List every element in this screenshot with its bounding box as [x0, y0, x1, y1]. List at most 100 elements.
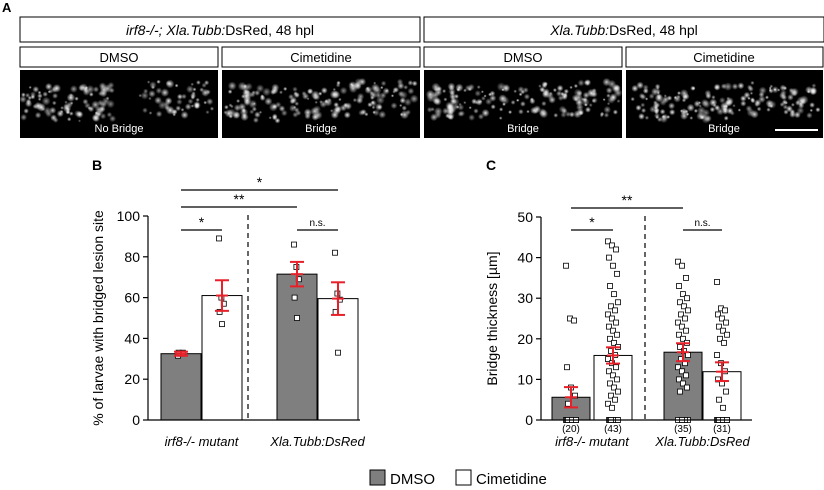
cell-1: [407, 87, 415, 95]
cell-0: [194, 103, 200, 110]
cell-1: [254, 111, 261, 118]
cell-0: [176, 93, 183, 100]
cell-2: [463, 88, 467, 93]
cell-1: [380, 85, 384, 90]
chart-c: (20) (43) (35) (31) 0 10 20 30 40 50 Bridge thickn…: [484, 192, 752, 449]
cell-3: [779, 91, 787, 100]
cell-0: [45, 110, 53, 118]
cell-3: [743, 91, 751, 99]
cell-3: [719, 97, 726, 104]
cell-0: [45, 82, 53, 91]
cell-1: [260, 94, 265, 99]
cell-0: [205, 110, 210, 115]
group-label: Xla.Tubb:DsRed: [654, 434, 750, 449]
cell-2: [538, 84, 542, 88]
cell-0: [155, 87, 163, 94]
cell-1: [301, 91, 307, 96]
cell-0: [142, 107, 148, 114]
data-point: [610, 372, 616, 379]
cell-2: [480, 90, 484, 94]
data-point: [610, 327, 616, 334]
cell-1: [401, 105, 407, 111]
cell-0: [156, 79, 161, 84]
cell-3: [810, 89, 817, 95]
condition-label-1: DMSO: [100, 50, 139, 65]
cell-2: [477, 113, 485, 120]
cell-2: [539, 109, 549, 119]
cell-2: [520, 101, 526, 107]
cell-1: [268, 116, 272, 120]
cell-2: [498, 94, 507, 103]
cell-0: [180, 107, 185, 112]
cell-1: [356, 92, 365, 101]
data-point: [723, 388, 729, 395]
cell-1: [371, 105, 376, 110]
cell-2: [612, 109, 619, 115]
cell-2: [529, 97, 534, 102]
cell-3: [782, 104, 789, 110]
data-point: [611, 384, 617, 391]
cell-3: [766, 107, 771, 112]
cell-2: [573, 83, 579, 89]
cell-2: [591, 97, 598, 104]
data-point: [609, 242, 615, 249]
cell-2: [468, 114, 476, 121]
cell-0: [75, 110, 84, 119]
data-point: [684, 384, 690, 391]
y-tick-label: 0: [525, 412, 533, 428]
cell-3: [698, 101, 702, 105]
cell-0: [83, 87, 89, 93]
n-label: (43): [604, 424, 622, 435]
cell-0: [34, 111, 42, 119]
cell-0: [28, 85, 32, 89]
cell-1: [339, 86, 348, 95]
data-point: [219, 321, 225, 328]
cell-1: [403, 84, 409, 90]
panel-b-label: B: [92, 157, 102, 173]
cell-2: [513, 89, 517, 94]
panel-a-label: A: [2, 0, 12, 15]
data-point: [715, 311, 721, 318]
data-point: [335, 349, 341, 356]
cell-3: [723, 115, 729, 121]
cell-2: [563, 88, 569, 95]
data-point: [714, 352, 720, 358]
cell-1: [227, 81, 237, 91]
cell-2: [609, 93, 618, 102]
cell-3: [809, 108, 813, 113]
cell-3: [731, 83, 739, 90]
data-point: [683, 372, 689, 379]
cell-0: [32, 86, 40, 93]
cell-2: [585, 106, 591, 113]
data-point: [291, 294, 298, 301]
cell-1: [352, 97, 358, 103]
cell-3: [750, 98, 756, 104]
cell-3: [693, 108, 699, 113]
data-point: [719, 315, 725, 322]
cell-1: [392, 90, 396, 94]
cell-1: [329, 90, 339, 99]
cell-3: [773, 88, 777, 92]
cell-3: [758, 95, 766, 104]
cell-2: [425, 89, 435, 99]
condition-label-2: Cimetidine: [290, 50, 351, 65]
cell-1: [399, 90, 408, 100]
cell-1: [314, 100, 318, 105]
cell-1: [390, 94, 395, 98]
cell-0: [157, 100, 167, 110]
cell-0: [172, 112, 176, 117]
cell-2: [468, 106, 472, 110]
data-point: [677, 388, 683, 395]
cell-0: [69, 85, 78, 93]
cell-3: [758, 86, 767, 95]
cell-1: [289, 98, 296, 105]
cell-0: [94, 111, 99, 116]
cell-2: [457, 110, 464, 117]
cell-3: [630, 96, 635, 102]
cell-3: [749, 91, 754, 95]
cell-1: [288, 93, 295, 100]
cell-2: [498, 116, 503, 120]
legend-label-cimetidine: Cimetidine: [476, 471, 547, 488]
group-box-xla: [423, 16, 824, 43]
cell-2: [603, 112, 610, 118]
